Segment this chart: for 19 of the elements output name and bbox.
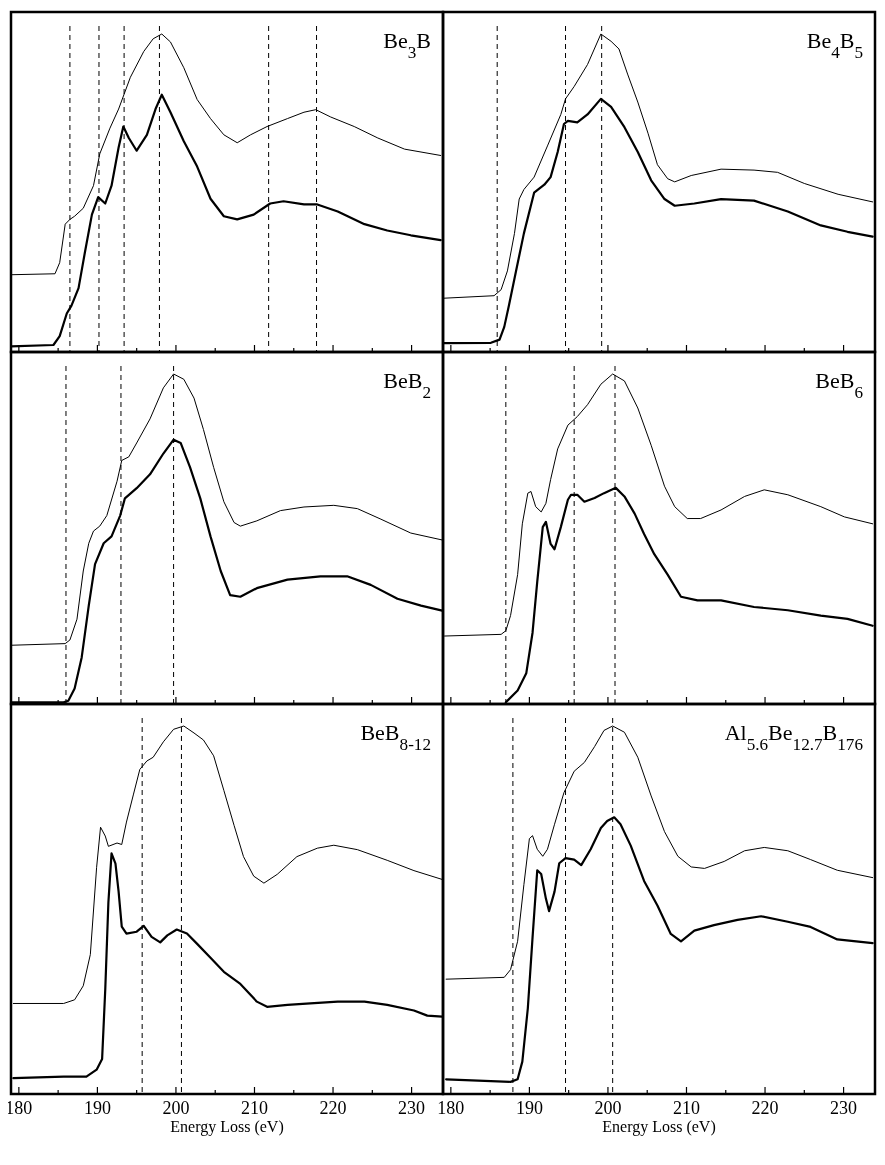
x-axis-title: Energy Loss (eV)	[170, 1118, 284, 1136]
x-tick-label: 230	[398, 1098, 426, 1118]
x-tick-label: 210	[672, 1098, 700, 1118]
x-tick-label: 190	[515, 1098, 543, 1118]
x-tick-label: 180	[437, 1098, 465, 1118]
chart-title: Al$_{5.6}$Be$_{12.7}$B$_{176}$	[724, 720, 864, 754]
x-tick-label: 220	[319, 1098, 347, 1118]
x-tick-label: 200	[594, 1098, 622, 1118]
chart-title: Be$_{4}$B$_{5}$	[806, 28, 863, 62]
x-axis-title: Energy Loss (eV)	[602, 1118, 716, 1136]
x-tick-label: 200	[162, 1098, 190, 1118]
x-tick-label: 220	[751, 1098, 779, 1118]
chart-title: Be$_{3}$B	[383, 28, 431, 62]
x-tick-label: 210	[240, 1098, 268, 1118]
chart-title: BeB$_{6}$	[815, 368, 864, 402]
x-tick-label: 190	[83, 1098, 111, 1118]
x-tick-label: 230	[830, 1098, 858, 1118]
chart-title: BeB$_{2}$	[383, 368, 431, 402]
chart-title: BeB$_{8-12}$	[360, 720, 431, 754]
